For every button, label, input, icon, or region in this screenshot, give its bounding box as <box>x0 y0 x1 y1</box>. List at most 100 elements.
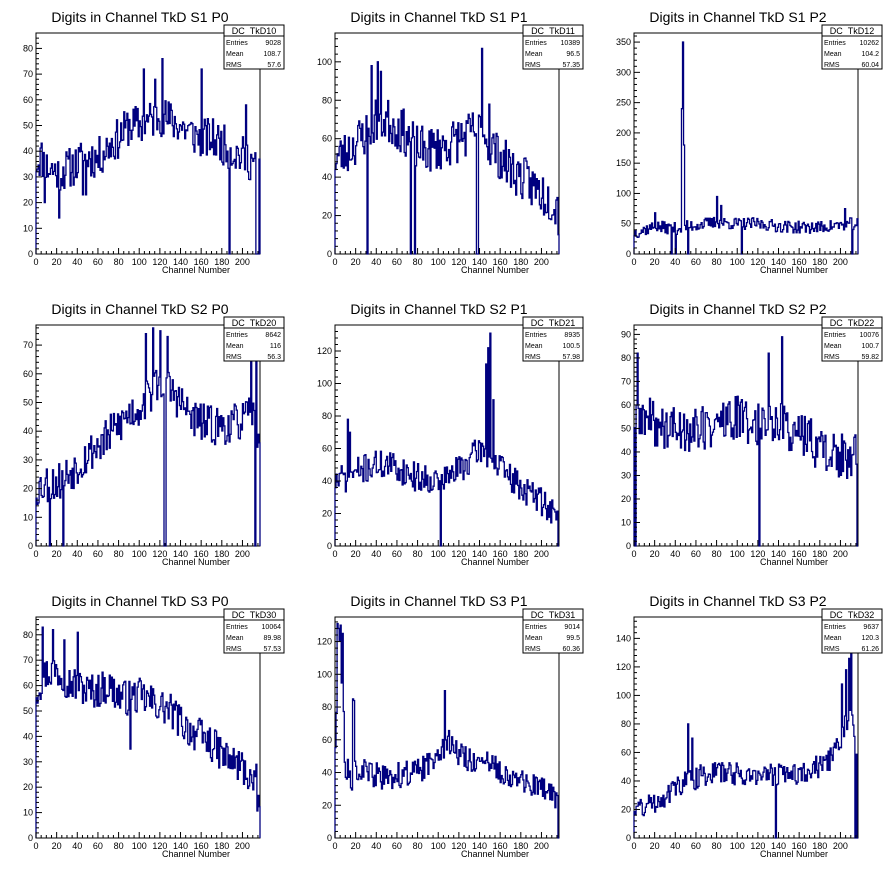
x-axis-label: Channel Number <box>162 557 230 567</box>
x-axis-label: Channel Number <box>461 557 529 567</box>
stats-value-entries: 9637 <box>863 624 879 631</box>
y-tick-label: 30 <box>23 455 33 465</box>
x-tick-label: 180 <box>812 841 827 851</box>
stats-label-mean: Mean <box>824 51 842 58</box>
stats-histogram-name: DC_TkD20 <box>232 318 277 328</box>
y-tick-label: 350 <box>616 37 631 47</box>
stats-label-rms: RMS <box>824 354 840 361</box>
x-tick-label: 160 <box>493 841 508 851</box>
panel-title: Digits in Channel TkD S3 P0 <box>51 593 228 609</box>
y-tick-label: 50 <box>23 706 33 716</box>
plot-frame <box>633 32 859 255</box>
plot-frame <box>35 32 261 255</box>
x-tick-label: 20 <box>52 841 62 851</box>
stats-value-mean: 108.7 <box>263 51 281 58</box>
x-tick-label: 180 <box>812 257 827 267</box>
stats-label-entries: Entries <box>226 332 248 339</box>
x-tick-label: 200 <box>235 841 250 851</box>
stats-box: DC_TkD30 Entries 10064 Mean 89.98 RMS 57.53 <box>223 608 285 654</box>
x-tick-label: 20 <box>351 257 361 267</box>
stats-label-entries: Entries <box>525 332 547 339</box>
stats-box: DC_TkD31 Entries 9014 Mean 99.5 RMS 60.36 <box>522 608 584 654</box>
y-tick-label: 60 <box>621 400 631 410</box>
x-tick-label: 80 <box>114 549 124 559</box>
stats-histogram-name: DC_TkD11 <box>531 26 575 36</box>
stats-histogram-name: DC_TkD31 <box>531 610 576 620</box>
panel-title: Digits in Channel TkD S1 P2 <box>649 9 826 25</box>
x-tick-label: 60 <box>93 549 103 559</box>
stats-value-rms: 57.35 <box>562 62 580 69</box>
plot-frame <box>334 616 560 839</box>
x-tick-label: 200 <box>534 549 549 559</box>
histogram-panel-8: Digits in Channel TkD S3 P1 0 20 40 60 80 100 1… <box>317 593 584 859</box>
x-tick-label: 100 <box>730 257 745 267</box>
x-tick-label: 100 <box>431 841 446 851</box>
y-tick-label: 20 <box>322 509 332 519</box>
stats-label-rms: RMS <box>226 62 242 69</box>
y-tick-label: 120 <box>317 637 332 647</box>
y-tick-label: 50 <box>621 423 631 433</box>
stats-label-mean: Mean <box>226 343 244 350</box>
x-tick-label: 20 <box>650 549 660 559</box>
x-tick-label: 80 <box>413 549 423 559</box>
stats-value-rms: 61.26 <box>861 646 879 653</box>
x-tick-label: 160 <box>493 257 508 267</box>
x-tick-label: 100 <box>132 257 147 267</box>
x-tick-label: 200 <box>534 841 549 851</box>
x-tick-label: 40 <box>72 549 82 559</box>
x-axis-label: Channel Number <box>760 265 828 275</box>
x-tick-label: 160 <box>194 257 209 267</box>
y-tick-label: 10 <box>23 223 33 233</box>
y-tick-label: 50 <box>621 219 631 229</box>
y-tick-label: 50 <box>23 121 33 131</box>
y-tick-label: 70 <box>23 69 33 79</box>
y-tick-label: 50 <box>23 397 33 407</box>
stats-value-mean: 100.5 <box>562 343 580 350</box>
x-tick-label: 140 <box>173 549 188 559</box>
stats-value-rms: 59.82 <box>861 354 879 361</box>
x-tick-label: 200 <box>833 549 848 559</box>
stats-box: DC_TkD22 Entries 10076 Mean 100.7 RMS 59.82 <box>821 316 883 362</box>
y-tick-label: 0 <box>327 541 332 551</box>
panel-title: Digits in Channel TkD S2 P0 <box>51 301 228 317</box>
y-tick-label: 80 <box>322 95 332 105</box>
y-tick-label: 10 <box>23 512 33 522</box>
stats-box-frame <box>522 24 584 70</box>
stats-label-mean: Mean <box>226 51 244 58</box>
y-tick-label: 90 <box>621 329 631 339</box>
stats-label-rms: RMS <box>226 354 242 361</box>
stats-box: DC_TkD20 Entries 8642 Mean 116 RMS 56.3 <box>223 316 285 362</box>
histogram-panel-3: Digits in Channel TkD S1 P2 0 20 40 60 80 100 1… <box>616 9 883 275</box>
stats-label-mean: Mean <box>226 635 244 642</box>
x-tick-label: 100 <box>730 841 745 851</box>
stats-box-frame <box>223 316 285 362</box>
y-tick-label: 20 <box>621 804 631 814</box>
stats-value-mean: 99.5 <box>566 635 580 642</box>
stats-label-mean: Mean <box>525 343 543 350</box>
stats-value-rms: 57.6 <box>267 62 281 69</box>
y-tick-label: 30 <box>23 172 33 182</box>
stats-label-entries: Entries <box>525 40 547 47</box>
histogram-line <box>334 332 559 547</box>
y-tick-label: 0 <box>626 249 631 259</box>
stats-box: DC_TkD32 Entries 9637 Mean 120.3 RMS 61.26 <box>821 608 883 654</box>
histogram-panel-2: Digits in Channel TkD S1 P1 0 20 40 60 80 100 1… <box>317 9 584 275</box>
stats-value-rms: 57.98 <box>562 354 580 361</box>
x-tick-label: 60 <box>93 257 103 267</box>
stats-histogram-name: DC_TkD10 <box>232 26 277 36</box>
stats-label-rms: RMS <box>226 646 242 653</box>
x-tick-label: 40 <box>670 257 680 267</box>
x-tick-label: 180 <box>214 841 229 851</box>
x-tick-label: 120 <box>750 257 765 267</box>
stats-value-mean: 104.2 <box>861 51 879 58</box>
y-tick-label: 250 <box>616 98 631 108</box>
x-tick-label: 0 <box>631 257 636 267</box>
y-tick-label: 80 <box>23 43 33 53</box>
x-tick-label: 100 <box>132 549 147 559</box>
histogram-panel-7: Digits in Channel TkD S3 P00 20 40 60 80 100 1… <box>23 593 285 859</box>
stats-label-entries: Entries <box>824 40 846 47</box>
stats-label-rms: RMS <box>525 354 541 361</box>
stats-label-mean: Mean <box>525 635 543 642</box>
x-tick-label: 40 <box>371 257 381 267</box>
y-tick-label: 70 <box>621 376 631 386</box>
